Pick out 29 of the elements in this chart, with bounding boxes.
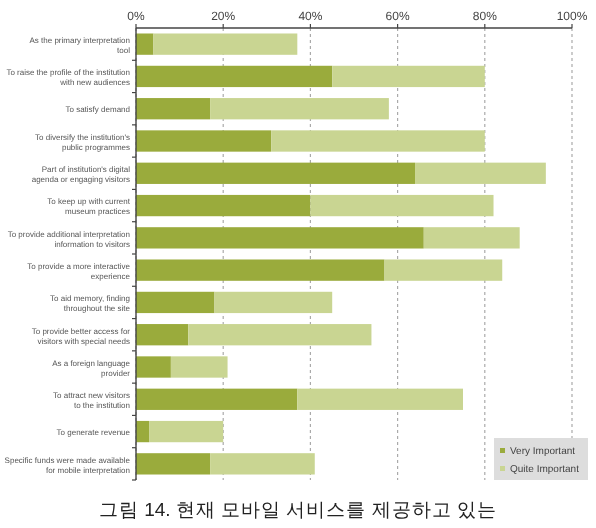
bar	[136, 259, 385, 281]
bar	[136, 291, 215, 314]
bar	[136, 453, 211, 475]
bar	[297, 388, 463, 410]
bar	[188, 324, 372, 346]
bar	[136, 324, 189, 346]
bar	[210, 453, 315, 475]
bar	[415, 162, 546, 184]
caption: 그림 14. 현재 모바일 서비스를 제공하고 있는	[98, 500, 498, 522]
bar	[310, 194, 494, 217]
bar	[170, 356, 228, 378]
bar	[149, 420, 224, 443]
bar	[136, 356, 171, 378]
bar	[136, 227, 424, 249]
bar	[271, 130, 485, 152]
bar	[136, 33, 154, 55]
bar	[332, 65, 485, 88]
bar	[384, 259, 503, 281]
bar	[136, 65, 333, 88]
bar	[210, 98, 389, 120]
bar	[136, 98, 211, 120]
bar	[136, 194, 311, 217]
bar	[423, 227, 520, 249]
bar	[136, 388, 298, 410]
bar	[136, 130, 272, 152]
bar	[153, 33, 298, 55]
bar	[214, 291, 333, 314]
bar	[136, 420, 150, 443]
bar	[136, 162, 416, 184]
